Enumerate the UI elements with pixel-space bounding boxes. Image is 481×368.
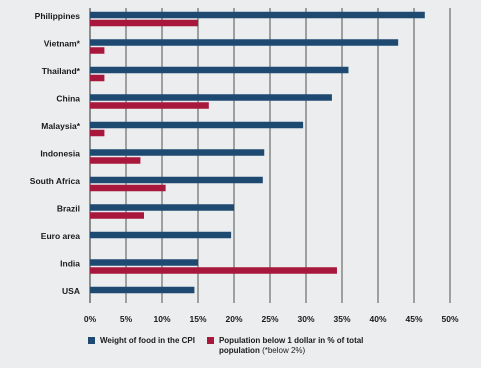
category-label: Euro area (41, 231, 80, 241)
bar-population (90, 267, 337, 274)
bar-food-weight (90, 94, 332, 101)
legend-label-population: Population below 1 dollar in % of total … (218, 336, 364, 355)
category-label: Brazil (57, 204, 80, 214)
bar-food-weight (90, 66, 349, 74)
legend-swatch-population (206, 337, 214, 344)
legend: Weight of food in the CPI Population bel… (88, 336, 468, 356)
x-tick-label: 30% (297, 314, 314, 324)
category-label: Indonesia (40, 149, 80, 159)
category-label: Philippines (35, 11, 81, 21)
x-tick-label: 20% (225, 314, 242, 324)
x-tick-label: 0% (84, 314, 97, 324)
x-tick-label: 40% (369, 314, 386, 324)
bar-food-weight (90, 286, 195, 294)
bar-population (90, 19, 198, 27)
bar-food-weight (90, 121, 304, 129)
x-tick-label: 50% (441, 314, 458, 324)
x-tick-label: 15% (189, 314, 206, 324)
x-tick-label: 5% (120, 314, 133, 324)
bar-population (90, 212, 144, 219)
x-tick-label: 45% (405, 314, 422, 324)
category-label: Thailand* (42, 66, 81, 76)
category-label: India (60, 259, 80, 269)
bar-food-weight (90, 259, 198, 266)
bar-food-weight (90, 176, 263, 184)
bar-food-weight (90, 231, 232, 239)
category-label: Malaysia* (41, 121, 80, 131)
bar-food-weight (90, 204, 234, 211)
x-tick-label: 10% (153, 314, 170, 324)
bar-population (90, 47, 105, 54)
legend-item-food-weight: Weight of food in the CPI (88, 336, 195, 356)
category-label: USA (62, 286, 80, 296)
category-label: China (56, 94, 80, 104)
bar-food-weight (90, 149, 265, 156)
category-label: South Africa (30, 176, 80, 186)
bar-population (90, 74, 105, 82)
category-label: Vietnam* (44, 39, 81, 49)
legend-swatch-food-weight (88, 337, 95, 344)
bar-food-weight (90, 39, 399, 46)
bar-population (90, 184, 166, 192)
x-tick-label: 25% (261, 314, 278, 324)
legend-label-food-weight: Weight of food in the CPI (100, 336, 195, 345)
bar-population (90, 129, 105, 137)
legend-item-population: Population below 1 dollar in % of total … (206, 336, 397, 356)
x-tick-label: 35% (333, 314, 350, 324)
bar-population (90, 102, 209, 109)
bar-food-weight (90, 11, 425, 19)
bar-population (90, 157, 141, 164)
legend-note: (*below 2%) (262, 346, 306, 355)
